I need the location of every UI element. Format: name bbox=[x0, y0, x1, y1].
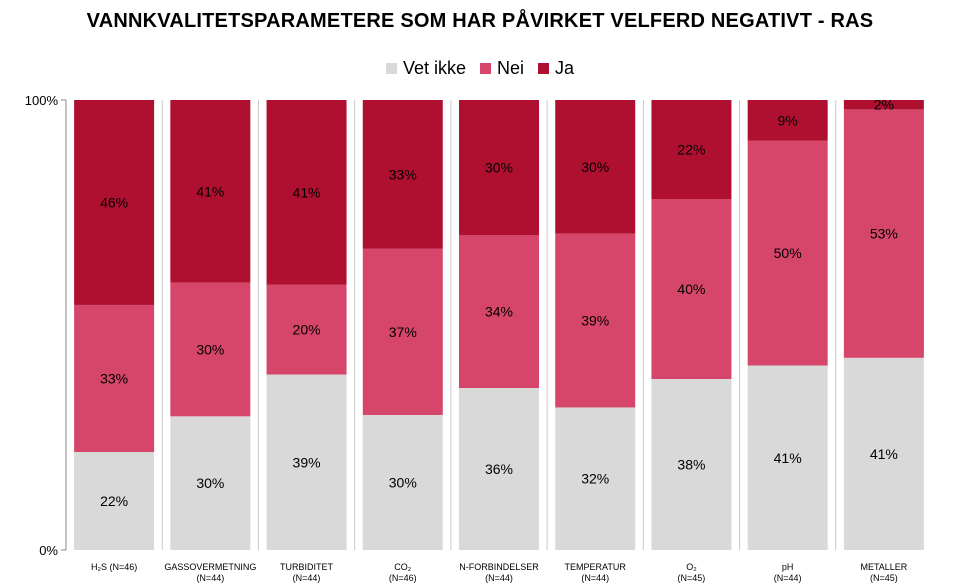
data-label: 20% bbox=[293, 322, 321, 338]
x-tick-label-n: (N=45) bbox=[678, 573, 706, 583]
x-tick-label: pH bbox=[782, 562, 794, 572]
bar-segment bbox=[74, 100, 155, 305]
data-label: 30% bbox=[196, 475, 224, 491]
bar-segment bbox=[747, 365, 828, 550]
data-label: 32% bbox=[581, 471, 609, 487]
legend-item-vet-ikke: Vet ikke bbox=[385, 58, 466, 79]
x-tick-label-n: (N=44) bbox=[581, 573, 609, 583]
x-tick-label-n: (N=44) bbox=[196, 573, 224, 583]
bar-segment bbox=[651, 199, 732, 379]
bar-segment bbox=[170, 100, 251, 283]
bar-segment bbox=[362, 415, 443, 550]
x-tick-label-n: (N=44) bbox=[293, 573, 321, 583]
x-tick-label: METALLER bbox=[860, 562, 907, 572]
legend-label-vet-ikke: Vet ikke bbox=[402, 58, 466, 78]
chart-title: VANNKVALITETSPARAMETERE SOM HAR PÅVIRKET… bbox=[86, 10, 874, 32]
x-tick-label: O₂ bbox=[686, 562, 697, 572]
bar-segment bbox=[651, 379, 732, 550]
data-label: 41% bbox=[196, 183, 224, 199]
data-label: 30% bbox=[485, 160, 513, 176]
x-tick-label: GASSOVERMETNING bbox=[164, 562, 256, 572]
data-label: 22% bbox=[677, 142, 705, 158]
bar-segment bbox=[747, 140, 828, 366]
x-tick-label-n: (N=46) bbox=[389, 573, 417, 583]
bar-segment bbox=[362, 100, 443, 249]
legend-item-ja: Ja bbox=[538, 58, 574, 79]
data-label: 41% bbox=[293, 184, 321, 200]
bar-segment bbox=[843, 357, 924, 550]
bar-segment bbox=[266, 374, 347, 550]
data-label: 34% bbox=[485, 304, 513, 320]
data-label: 40% bbox=[677, 281, 705, 297]
data-label: 2% bbox=[874, 97, 894, 113]
bar-segment bbox=[555, 407, 636, 550]
data-label: 9% bbox=[778, 112, 798, 128]
bar-segment bbox=[843, 109, 924, 358]
data-label: 33% bbox=[100, 370, 128, 386]
x-tick-label: TEMPERATUR bbox=[565, 562, 627, 572]
data-label: 41% bbox=[774, 450, 802, 466]
bar-segment bbox=[74, 304, 155, 452]
data-label: 36% bbox=[485, 461, 513, 477]
y-tick-label-100: 100% bbox=[25, 93, 59, 108]
bar-segment bbox=[651, 100, 732, 199]
data-label: 50% bbox=[774, 245, 802, 261]
x-tick-label: CO₂ bbox=[394, 562, 412, 572]
data-label: 30% bbox=[389, 475, 417, 491]
legend-swatch-nei bbox=[480, 63, 491, 74]
bar-segment bbox=[555, 233, 636, 408]
bar-segment bbox=[170, 416, 251, 550]
x-tick-label-n: (N=44) bbox=[485, 573, 513, 583]
bar-segment bbox=[266, 284, 347, 375]
legend-swatch-ja bbox=[538, 63, 550, 74]
data-label: 39% bbox=[293, 454, 321, 470]
data-label: 30% bbox=[196, 342, 224, 358]
x-tick-label: N-FORBINDELSER bbox=[459, 562, 539, 572]
bar-segment bbox=[843, 100, 924, 110]
legend-label-nei: Nei bbox=[497, 58, 525, 78]
bar-segment bbox=[170, 282, 251, 417]
legend: Vet ikke Nei Ja bbox=[0, 58, 960, 79]
data-label: 30% bbox=[581, 159, 609, 175]
legend-label-ja: Ja bbox=[555, 58, 575, 78]
x-tick-label-n: (N=44) bbox=[774, 573, 802, 583]
x-tick-label: H₂S (N=46) bbox=[91, 562, 137, 572]
y-tick-label-0: 0% bbox=[39, 543, 58, 558]
data-label: 46% bbox=[100, 194, 128, 210]
data-label: 41% bbox=[870, 446, 898, 462]
data-label: 37% bbox=[389, 324, 417, 340]
data-label: 38% bbox=[677, 457, 705, 473]
bar-segment bbox=[459, 388, 539, 550]
bar-segment bbox=[266, 100, 347, 285]
data-label: 22% bbox=[100, 493, 128, 509]
bar-segment bbox=[459, 235, 539, 388]
legend-swatch-vet-ikke bbox=[385, 63, 397, 74]
bar-segment bbox=[74, 451, 155, 550]
legend-item-nei: Nei bbox=[480, 58, 524, 79]
bar-segment bbox=[459, 100, 539, 235]
bar-segment bbox=[555, 100, 636, 234]
x-tick-label-n: (N=45) bbox=[870, 573, 898, 583]
bar-segment bbox=[747, 100, 828, 141]
bar-segment bbox=[362, 248, 443, 415]
x-tick-label: TURBIDITET bbox=[280, 562, 334, 572]
data-label: 53% bbox=[870, 226, 898, 242]
data-label: 39% bbox=[581, 313, 609, 329]
data-label: 33% bbox=[389, 166, 417, 182]
